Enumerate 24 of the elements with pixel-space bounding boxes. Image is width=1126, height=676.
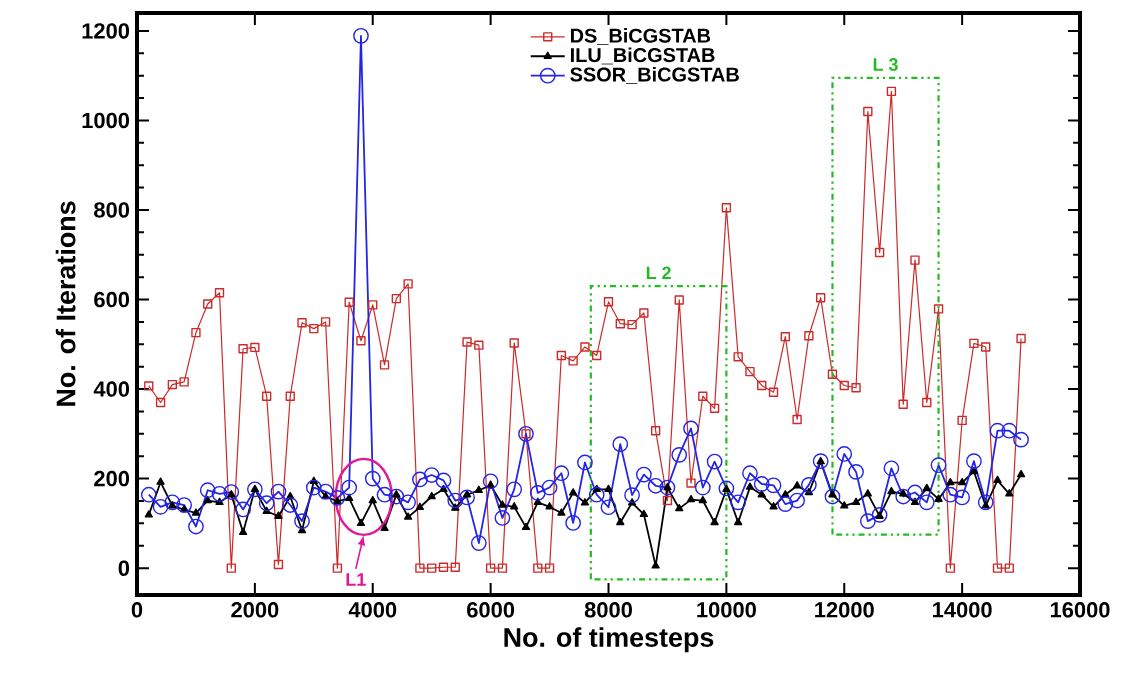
- x-tick-label: 8000: [584, 602, 632, 618]
- y-tick-label: 200: [94, 470, 130, 487]
- y-axis-title: No. of Iterations: [55, 201, 76, 406]
- y-tick-label: 400: [93, 381, 130, 397]
- x-axis-title: No. of timesteps: [504, 627, 714, 653]
- x-tick-label: 0: [131, 602, 143, 618]
- y-tick-label: 800: [94, 202, 130, 218]
- x-tick-label: 14000: [933, 602, 992, 618]
- legend-label: ILU_BiCGSTAB: [570, 47, 715, 65]
- y-tick-label: 600: [94, 291, 130, 308]
- y-tick-label: 1000: [82, 112, 130, 129]
- x-tick-label: 12000: [815, 602, 874, 618]
- y-tick-label: 1200: [82, 23, 130, 39]
- annotation: L1: [346, 573, 366, 586]
- legend-label: DS_BiCGSTAB: [570, 28, 711, 45]
- x-tick-label: 2000: [231, 602, 279, 618]
- x-tick-label: 6000: [467, 602, 515, 618]
- annotation: L 3: [873, 58, 898, 71]
- x-tick-label: 16000: [1050, 602, 1110, 618]
- x-tick-label: 10000: [697, 602, 756, 618]
- legend-label: SSOR_BiCGSTAB: [570, 66, 739, 84]
- y-tick-label: 0: [118, 560, 130, 576]
- annotation: L 2: [646, 266, 671, 280]
- x-tick-label: 4000: [348, 602, 397, 618]
